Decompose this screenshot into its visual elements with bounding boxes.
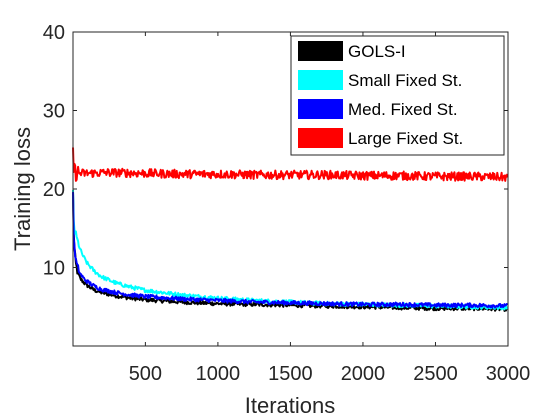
legend-swatch [298,70,343,90]
legend-swatch [298,128,343,148]
x-tick-label: 1500 [268,363,313,385]
x-axis-label: Iterations [245,393,336,418]
x-tick-label: 2000 [341,363,386,385]
series-layer [72,147,509,312]
y-tick-label: 30 [43,101,65,123]
x-tick-label: 2500 [413,363,458,385]
series-line-4 [72,147,509,182]
legend-label: GOLS-I [348,42,406,61]
legend: GOLS-I Small Fixed St. Med. Fixed St. Large… [290,35,505,156]
x-tick-label: 1000 [196,363,241,385]
y-axis-ticks: 10 20 30 40 [43,22,508,280]
x-axis-ticks: 500 1000 1500 2000 2500 3000 [129,32,531,385]
legend-label: Med. Fixed St. [348,100,458,119]
legend-swatch [298,99,343,119]
y-tick-label: 40 [43,22,65,44]
legend-swatch [298,41,343,61]
x-tick-label: 3000 [486,363,531,385]
y-tick-label: 20 [43,179,65,201]
legend-items: GOLS-I Small Fixed St. Med. Fixed St. Large… [298,41,463,148]
x-tick-label: 500 [129,363,162,385]
legend-label: Large Fixed St. [348,129,463,148]
y-axis-label: Training loss [10,127,35,251]
series-line-3 [72,192,509,309]
y-tick-label: 10 [43,258,65,280]
legend-label: Small Fixed St. [348,71,462,90]
